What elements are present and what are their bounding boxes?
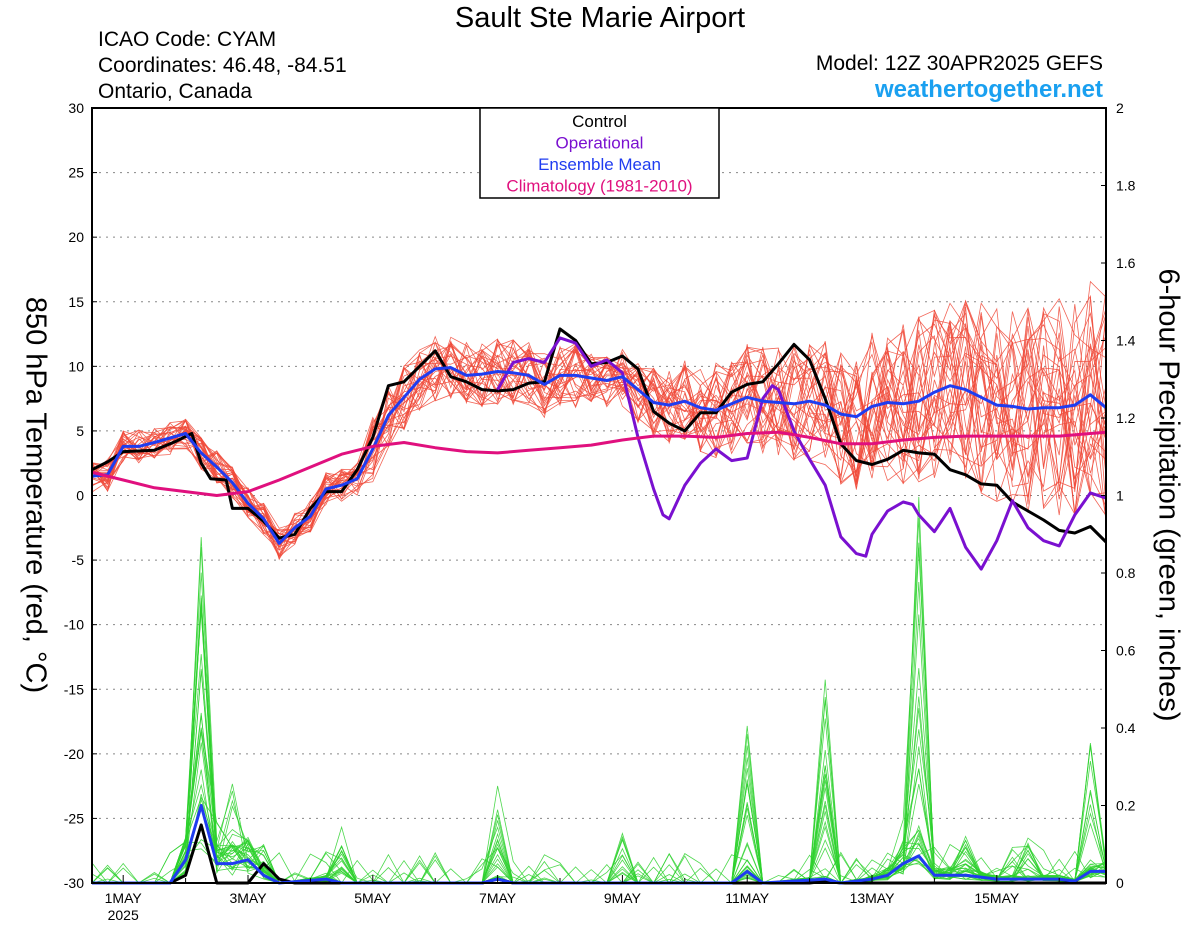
right-tick-label: 0: [1116, 875, 1124, 891]
temp-member-line: [91, 325, 1107, 549]
x-tick-label: 13MAY: [850, 890, 896, 906]
legend-entry: Operational: [556, 134, 644, 153]
coordinates: Coordinates: 46.48, -84.51: [98, 54, 347, 77]
left-tick-label: 10: [68, 358, 84, 374]
temp-member-line: [91, 289, 1107, 561]
icao-code: ICAO Code: CYAM: [98, 28, 277, 51]
x-tick-label: 3MAY: [229, 890, 267, 906]
right-tick-label: 0.8: [1116, 565, 1136, 581]
right-tick-label: 0.4: [1116, 720, 1136, 736]
series-line: [91, 366, 1107, 545]
site-link[interactable]: weathertogether.net: [874, 76, 1103, 103]
legend-entry: Climatology (1981-2010): [506, 177, 692, 196]
left-tick-label: -30: [64, 875, 84, 891]
left-tick-label: -10: [64, 617, 84, 633]
legend-entry: Control: [572, 112, 627, 131]
right-tick-label: 0.6: [1116, 643, 1136, 659]
left-tick-label: 30: [68, 100, 84, 116]
right-tick-label: 2: [1116, 100, 1124, 116]
left-tick-label: -15: [64, 681, 84, 697]
right-tick-label: 1.2: [1116, 410, 1136, 426]
x-tick-label: 11MAY: [725, 890, 769, 906]
x-tick-label: 9MAY: [604, 890, 642, 906]
region: Ontario, Canada: [98, 80, 253, 103]
temp-member-line: [91, 302, 1107, 551]
legend-entry: Ensemble Mean: [538, 155, 661, 174]
left-tick-label: -25: [64, 810, 84, 826]
x-tick-label: 7MAY: [479, 890, 517, 906]
model-run: Model: 12Z 30APR2025 GEFS: [815, 52, 1103, 75]
right-tick-label: 1: [1116, 488, 1124, 504]
left-tick-label: 0: [76, 488, 84, 504]
temp-member-line: [91, 294, 1107, 545]
x-tick-sublabel: 2025: [108, 907, 139, 923]
left-tick-label: 5: [76, 423, 84, 439]
legend-box: [479, 107, 720, 199]
left-tick-label: 25: [68, 165, 84, 181]
temp-member-line: [91, 306, 1107, 551]
right-tick-label: 1.4: [1116, 333, 1136, 349]
right-tick-label: 1.6: [1116, 255, 1136, 271]
temp-member-line: [91, 323, 1107, 560]
left-tick-label: 20: [68, 229, 84, 245]
right-tick-label: 1.8: [1116, 178, 1136, 194]
left-tick-label: -5: [72, 552, 85, 568]
series-line: [91, 430, 1107, 497]
left-tick-label: -20: [64, 746, 84, 762]
right-tick-label: 0.2: [1116, 798, 1136, 814]
x-tick-label: 5MAY: [354, 890, 392, 906]
x-tick-label: 1MAY: [105, 890, 143, 906]
series-line: [496, 336, 1107, 571]
x-tick-label: 15MAY: [974, 890, 1020, 906]
chart-title: Sault Ste Marie Airport: [454, 2, 746, 34]
left-tick-label: 15: [68, 294, 84, 310]
